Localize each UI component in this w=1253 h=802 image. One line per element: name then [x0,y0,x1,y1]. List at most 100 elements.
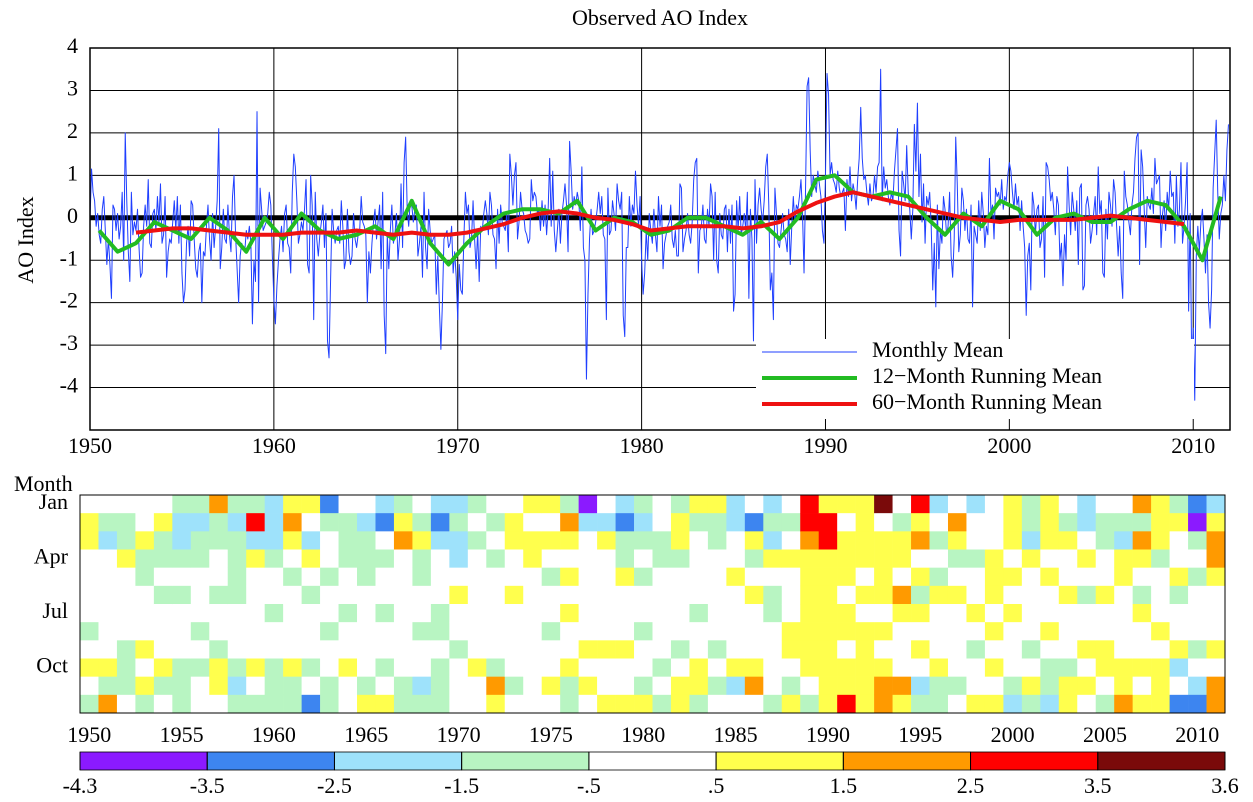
heat-cell [744,585,764,605]
heat-cell [818,676,838,696]
heat-cell [947,531,967,550]
heat-cell [689,622,709,641]
heat-cell [966,676,986,696]
heat-cell [375,585,395,605]
colorbar-swatch [588,751,717,771]
heat-cell [98,495,118,514]
heat-cell [172,531,192,550]
heat-cell [892,531,912,550]
heat-cell [984,495,1004,514]
heat-cell [634,495,653,514]
heat-cell [1169,622,1189,641]
heat-cell [1114,549,1133,568]
heat-cell [837,549,856,568]
x-tick-label: 1950 [67,722,111,747]
heat-cell [320,604,339,623]
heat-cell [504,585,524,605]
heat-cell [1021,549,1041,568]
heat-cell [541,585,561,605]
heat-cell [744,549,764,568]
heat-cell [615,531,635,550]
heat-cell [837,531,856,550]
heat-cell [486,640,506,659]
heat-cell [80,640,99,659]
heat-cell [744,658,764,677]
heat-cell [947,495,967,514]
heat-cell [966,658,986,677]
heat-cell [707,640,727,659]
heat-cell [412,694,432,714]
heat-cell [670,676,690,696]
heat-frame [79,494,1226,714]
heat-cell [504,567,524,587]
heat-cell [1021,694,1041,714]
colorbar-label: -.5 [577,773,601,798]
heat-cell [1132,567,1152,587]
heat-cell [763,567,783,587]
heat-cell [190,640,210,659]
heat-cell [1206,513,1226,532]
heat-cell [283,622,302,641]
heat-cell [1206,640,1226,659]
heat-cell [523,549,542,568]
heat-cell [135,676,155,696]
heat-cell [892,604,912,623]
heat-cell [818,622,838,641]
heat-cell [874,495,893,514]
heat-cell [818,658,838,677]
heat-cell [449,622,469,641]
heat-cell [153,658,173,677]
heat-cell [670,658,690,677]
heat-cell [763,604,783,623]
heat-cell [615,513,635,532]
heat-cell [430,694,450,714]
heat-cell [301,622,321,641]
heat-cell [1077,676,1097,696]
heat-cell [615,549,635,568]
heat-cell [874,531,893,550]
heat-cell [486,604,506,623]
heat-cell [892,513,912,532]
heat-cell [301,549,321,568]
heat-cell [412,549,432,568]
heat-cell [763,585,783,605]
heat-cell [1151,676,1170,696]
heat-cell [486,694,506,714]
heat-cell [1021,567,1041,587]
heat-cell [135,495,155,514]
heat-cell [393,567,413,587]
heat-cell [264,658,284,677]
heat-cell [338,694,358,714]
heat-cell [652,495,672,514]
colorbar-swatch [970,751,1099,771]
heat-cell [116,495,136,514]
heat-cell [153,585,173,605]
heat-cell [855,676,875,696]
x-tick-label: 1995 [898,722,942,747]
heat-cell [597,640,616,659]
heat-cell [320,622,339,641]
heat-cell [449,658,469,677]
heat-cell [726,567,746,587]
heat-cell [1169,604,1189,623]
heat-cell [781,567,801,587]
heat-cell [320,567,339,587]
heat-cell [320,640,339,659]
heat-cell [301,676,321,696]
heat-cell [947,549,967,568]
heat-cell [855,513,875,532]
heat-cell [486,549,506,568]
heat-cell [560,676,579,696]
heat-cell [264,604,284,623]
heat-cell [1151,658,1170,677]
heat-cell [1058,622,1078,641]
heat-cell [1058,531,1078,550]
x-tick-label: 1965 [344,722,388,747]
heat-cell [560,604,579,623]
heat-cell [264,513,284,532]
heat-cell [283,694,302,714]
heat-cell [929,658,949,677]
heat-cell [615,658,635,677]
heat-cell [209,676,229,696]
heat-cell [541,676,561,696]
